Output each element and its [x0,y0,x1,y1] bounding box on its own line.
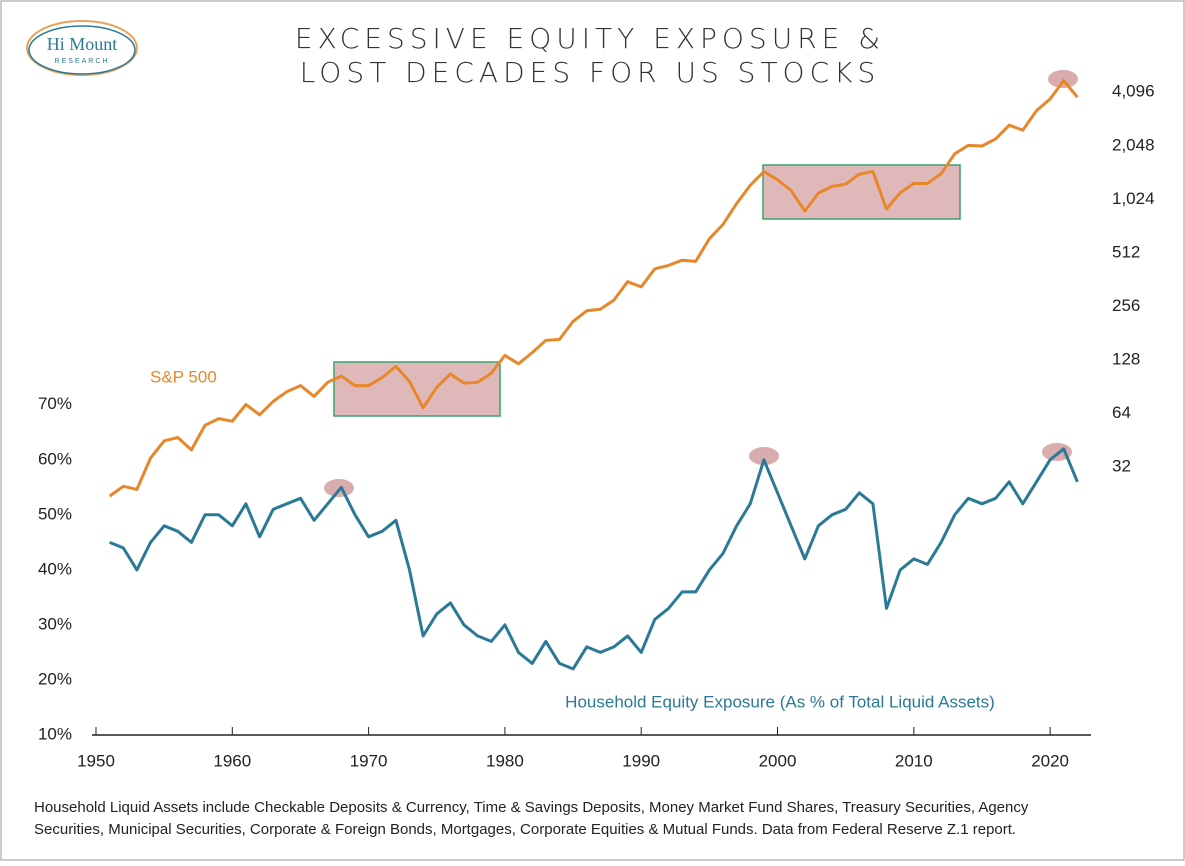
y-tick-label: 60% [38,449,72,468]
y-tick-label: 70% [38,394,72,413]
chart-title: LOST DECADES FOR US STOCKS [300,56,881,89]
x-tick-label: 1990 [622,751,660,770]
y2-tick-label: 512 [1112,242,1140,261]
series-label: Household Equity Exposure (As % of Total… [565,692,995,711]
y-tick-label: 40% [38,559,72,578]
series-line [108,79,1079,498]
logo-name: Hi Mount [47,34,118,54]
y-tick-label: 30% [38,614,72,633]
logo-sub: RESEARCH [55,58,110,65]
highlight-dot [1048,70,1078,88]
y2-tick-label: 4,096 [1112,82,1155,101]
x-tick-label: 1960 [213,751,251,770]
highlight-box [333,361,501,417]
y-tick-label: 10% [38,724,72,743]
x-tick-label: 1980 [486,751,524,770]
y2-tick-label: 64 [1112,403,1131,422]
y2-tick-label: 2,048 [1112,135,1155,154]
y-tick-label: 50% [38,504,72,523]
series-label: S&P 500 [150,367,217,386]
highlight-dot [749,447,779,465]
x-tick-label: 2000 [759,751,797,770]
logo-ring [28,25,136,75]
highlight-dot [1042,443,1072,461]
footnote: Household Liquid Assets include Checkabl… [34,799,1029,816]
y2-tick-label: 32 [1112,457,1131,476]
y-tick-label: 20% [38,669,72,688]
x-tick-label: 2010 [895,751,933,770]
y2-tick-label: 256 [1112,296,1140,315]
x-tick-label: 1970 [350,751,388,770]
x-tick-label: 2020 [1031,751,1069,770]
x-tick-label: 1950 [77,751,115,770]
y2-tick-label: 1,024 [1112,189,1155,208]
logo-ring [26,20,138,76]
footnote: Securities, Municipal Securities, Corpor… [34,821,1016,838]
series-line [109,447,1079,671]
chart-title: EXCESSIVE EQUITY EXPOSURE & [295,22,885,55]
y2-tick-label: 128 [1112,350,1140,369]
